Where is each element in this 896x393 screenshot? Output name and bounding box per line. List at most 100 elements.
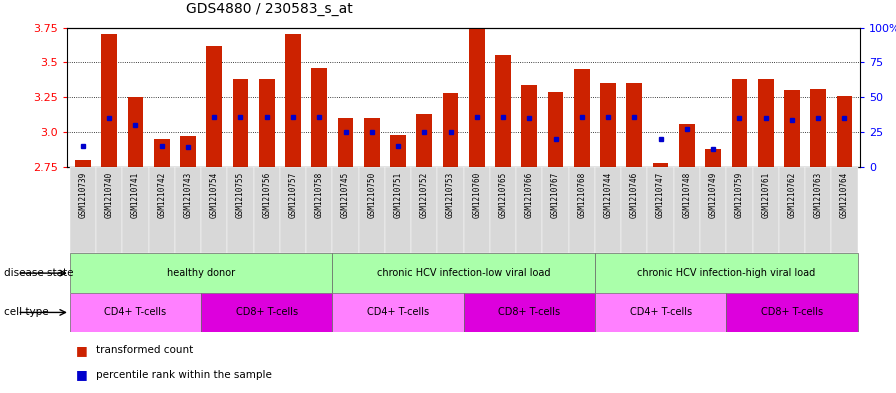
Text: GSM1210750: GSM1210750 <box>367 171 376 218</box>
Bar <box>674 167 700 253</box>
Bar <box>123 167 149 253</box>
Bar <box>621 167 648 253</box>
Text: CD4+ T-cells: CD4+ T-cells <box>367 307 429 318</box>
Bar <box>574 69 590 167</box>
Bar <box>595 167 621 253</box>
Bar <box>201 293 332 332</box>
Bar <box>648 167 674 253</box>
Bar <box>652 163 668 167</box>
Text: GSM1210749: GSM1210749 <box>709 171 718 218</box>
Text: GSM1210757: GSM1210757 <box>289 171 297 218</box>
Bar <box>280 167 306 253</box>
Bar <box>626 83 642 167</box>
Bar <box>285 35 301 167</box>
Text: chronic HCV infection-high viral load: chronic HCV infection-high viral load <box>637 268 815 278</box>
Bar <box>175 167 201 253</box>
Text: GSM1210760: GSM1210760 <box>472 171 481 218</box>
Text: GSM1210759: GSM1210759 <box>735 171 744 218</box>
Bar <box>810 89 826 167</box>
Bar <box>358 167 385 253</box>
Text: healthy donor: healthy donor <box>167 268 235 278</box>
Text: CD4+ T-cells: CD4+ T-cells <box>630 307 692 318</box>
Text: CD8+ T-cells: CD8+ T-cells <box>498 307 560 318</box>
Bar <box>364 118 380 167</box>
Bar <box>464 293 595 332</box>
Bar <box>542 167 569 253</box>
Bar <box>547 92 564 167</box>
Bar <box>254 167 280 253</box>
Bar <box>784 90 800 167</box>
Bar <box>312 68 327 167</box>
Text: disease state: disease state <box>4 268 74 278</box>
Text: chronic HCV infection-low viral load: chronic HCV infection-low viral load <box>377 268 550 278</box>
Text: GSM1210766: GSM1210766 <box>525 171 534 218</box>
Bar <box>127 97 143 167</box>
Text: GSM1210764: GSM1210764 <box>840 171 849 218</box>
Text: GSM1210754: GSM1210754 <box>210 171 219 218</box>
Bar <box>385 167 411 253</box>
Bar <box>805 167 831 253</box>
Bar <box>705 149 721 167</box>
Bar <box>837 96 852 167</box>
Text: GSM1210758: GSM1210758 <box>314 171 323 218</box>
Bar <box>233 79 248 167</box>
Bar <box>679 124 694 167</box>
Text: GSM1210743: GSM1210743 <box>184 171 193 218</box>
Text: GSM1210751: GSM1210751 <box>393 171 402 218</box>
Text: GSM1210753: GSM1210753 <box>446 171 455 218</box>
Bar <box>569 167 595 253</box>
Bar <box>101 35 117 167</box>
Text: GSM1210756: GSM1210756 <box>263 171 271 218</box>
Text: transformed count: transformed count <box>96 345 194 355</box>
Text: CD8+ T-cells: CD8+ T-cells <box>236 307 297 318</box>
Text: GSM1210745: GSM1210745 <box>341 171 350 218</box>
Bar <box>332 293 464 332</box>
Bar <box>595 293 727 332</box>
Text: ■: ■ <box>76 368 88 381</box>
Text: percentile rank within the sample: percentile rank within the sample <box>96 370 271 380</box>
Bar <box>338 118 353 167</box>
Text: GSM1210767: GSM1210767 <box>551 171 560 218</box>
Bar <box>70 293 201 332</box>
Bar <box>779 167 805 253</box>
Bar <box>417 114 432 167</box>
Text: GSM1210742: GSM1210742 <box>157 171 167 218</box>
Bar <box>154 139 169 167</box>
Bar <box>390 135 406 167</box>
Bar <box>332 167 358 253</box>
Bar <box>437 167 464 253</box>
Bar <box>228 167 254 253</box>
Text: GSM1210740: GSM1210740 <box>105 171 114 218</box>
Bar <box>206 46 222 167</box>
Text: GSM1210744: GSM1210744 <box>604 171 613 218</box>
Bar <box>469 28 485 167</box>
Text: ■: ■ <box>76 344 88 357</box>
Text: GSM1210763: GSM1210763 <box>814 171 823 218</box>
Bar <box>731 79 747 167</box>
Bar <box>259 79 275 167</box>
Bar <box>75 160 90 167</box>
Bar <box>332 253 595 293</box>
Bar <box>727 293 857 332</box>
Text: GSM1210741: GSM1210741 <box>131 171 140 218</box>
Bar <box>180 136 196 167</box>
Bar <box>495 55 511 167</box>
Text: GSM1210765: GSM1210765 <box>498 171 507 218</box>
Text: GSM1210746: GSM1210746 <box>630 171 639 218</box>
Text: GSM1210747: GSM1210747 <box>656 171 665 218</box>
Bar <box>149 167 175 253</box>
Text: GSM1210762: GSM1210762 <box>788 171 797 218</box>
Text: CD4+ T-cells: CD4+ T-cells <box>105 307 167 318</box>
Bar <box>595 253 857 293</box>
Text: cell type: cell type <box>4 307 49 318</box>
Bar <box>306 167 332 253</box>
Text: GSM1210752: GSM1210752 <box>420 171 429 218</box>
Text: GSM1210755: GSM1210755 <box>236 171 245 218</box>
Bar <box>753 167 779 253</box>
Bar <box>411 167 437 253</box>
Bar <box>70 167 96 253</box>
Bar <box>70 253 332 293</box>
Bar <box>443 93 459 167</box>
Bar <box>521 85 538 167</box>
Bar <box>831 167 857 253</box>
